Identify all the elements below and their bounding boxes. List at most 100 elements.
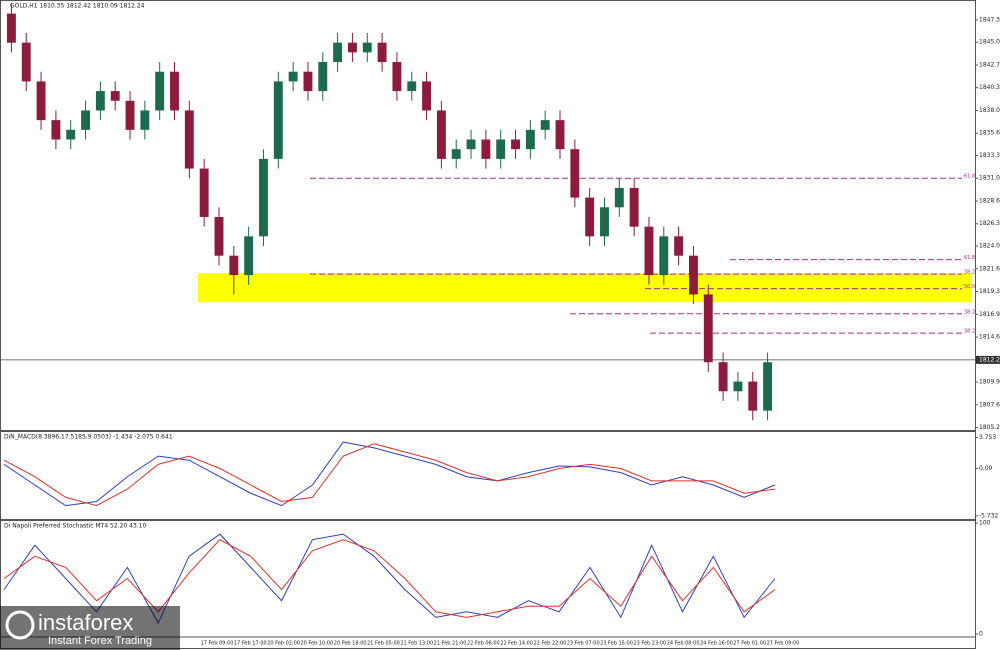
y-tick-label: 1840.35 (979, 84, 1000, 91)
y-tick-label: 1816.95 (979, 311, 1000, 318)
y-tick-label: 1835.65 (979, 130, 1000, 137)
candle-body (644, 226, 654, 276)
watermark-bg (0, 606, 180, 650)
candle-body (555, 120, 565, 150)
y-tick-label: 1807.60 (979, 401, 1000, 408)
x-tick-label: 22 Feb 06:00 (467, 641, 500, 647)
candle-body (273, 81, 283, 159)
y-tick-label: -5.732 (979, 512, 999, 519)
frame (0, 0, 976, 649)
level-label: 61.8 (964, 255, 975, 261)
level-label: 38.2 (964, 329, 975, 335)
y-tick-label: 3.753 (979, 434, 996, 441)
candle-body (288, 71, 298, 82)
x-tick-label: 23 Feb 23:00 (633, 641, 666, 647)
indicator-line (3, 533, 776, 625)
x-tick-label: 17 Feb 09:00 (201, 641, 234, 647)
x-tick-label: 23 Feb 15:00 (600, 641, 633, 647)
level-label: 61.8 (964, 174, 975, 180)
candle-body (422, 81, 432, 111)
candle-body (347, 42, 357, 53)
candle-body (540, 120, 550, 130)
y-tick-label: 0 (979, 631, 983, 638)
y-tick-label: 1826.30 (979, 220, 1000, 227)
candle-body (585, 197, 595, 237)
y-tick-label: 1845.05 (979, 39, 1000, 46)
candle-body (259, 158, 268, 237)
panel-title: Di Napoli Preferred Stochastic MT4 52.20… (4, 523, 146, 530)
candle-body (140, 110, 150, 130)
candle-body (214, 216, 224, 256)
level-label: 38.2 (964, 270, 975, 276)
candle-body (629, 187, 639, 227)
candle-body (21, 42, 31, 82)
x-tick-label: 24 Feb 16:00 (700, 641, 733, 647)
x-tick-label: 21 Feb 05:00 (367, 641, 400, 647)
indicator-line (3, 441, 776, 507)
y-tick-label: 100 (979, 520, 991, 527)
candle-body (184, 110, 194, 169)
zone (198, 273, 972, 303)
x-tick-label: 20 Feb 18:00 (334, 641, 367, 647)
y-tick-label: 1842.70 (979, 61, 1000, 68)
y-tick-label: 0.00 (979, 465, 993, 472)
candle-body (511, 139, 520, 150)
y-tick-label: 1847.35 (979, 16, 1000, 23)
candle-body (674, 236, 684, 256)
indicator-line (3, 443, 776, 507)
y-tick-label: 1828.65 (979, 197, 1000, 204)
y-tick-label: 1805.25 (979, 424, 1000, 431)
candle-body (763, 362, 773, 411)
current-price-label: 1812.24 (979, 356, 1000, 363)
candle-body (170, 71, 179, 111)
candle-body (51, 120, 61, 140)
candle-body (303, 71, 313, 92)
candle-body (318, 62, 328, 92)
candle-body (614, 187, 624, 208)
x-tick-label: 22 Feb 22:00 (534, 641, 567, 647)
candle-body (748, 381, 758, 411)
candle-body (155, 71, 165, 111)
candle-body (244, 236, 254, 276)
candle-body (199, 168, 209, 217)
candle-body (125, 100, 135, 130)
candle-body (689, 255, 698, 295)
panel-title: DiN_MACD(8.3896,17.5185,9.0503) -1.434 -… (4, 434, 173, 441)
candle-body (392, 62, 402, 92)
candle-body (333, 42, 343, 63)
y-tick-label: 1824.00 (979, 243, 1000, 250)
y-tick-label: 1831.00 (979, 175, 1000, 182)
candle-body (377, 42, 387, 63)
candle-body (95, 91, 105, 111)
candle-body (407, 81, 417, 92)
x-tick-label: 27 Feb 09:00 (767, 641, 800, 647)
candle-body (525, 129, 535, 150)
y-tick-label: 1819.30 (979, 288, 1000, 295)
y-tick-label: 1809.95 (979, 379, 1000, 386)
candle-body (110, 91, 120, 101)
watermark: instaforex Instant Forex Trading (0, 606, 180, 650)
logo (5, 610, 35, 640)
x-tick-label: 23 Feb 07:00 (567, 641, 600, 647)
level-label: 50.0 (964, 284, 975, 290)
candle-body (466, 139, 476, 150)
candle-body (36, 81, 46, 121)
y-tick-label: 1833.35 (979, 152, 1000, 159)
x-tick-label: 24 Feb 08:00 (667, 641, 700, 647)
candle-body (436, 110, 446, 159)
candle-body (229, 255, 239, 276)
x-tick-label: 20 Feb 10:00 (300, 641, 333, 647)
x-tick-label: 17 Feb 17:00 (234, 641, 267, 647)
x-tick-label: 21 Feb 13:00 (400, 641, 433, 647)
candle-body (81, 110, 90, 130)
candle-body (718, 362, 728, 392)
x-tick-label: 27 Feb 01:00 (733, 641, 766, 647)
y-tick-label: 1821.65 (979, 265, 1000, 272)
candle-body (703, 294, 713, 363)
candle-body (496, 139, 506, 159)
candle-body (451, 149, 461, 159)
candle-body (6, 13, 16, 43)
chart-title: GOLD,H1 1810.35 1812.42 1810.09 1812.24 (10, 3, 145, 10)
level-label: 38.2 (964, 309, 975, 315)
